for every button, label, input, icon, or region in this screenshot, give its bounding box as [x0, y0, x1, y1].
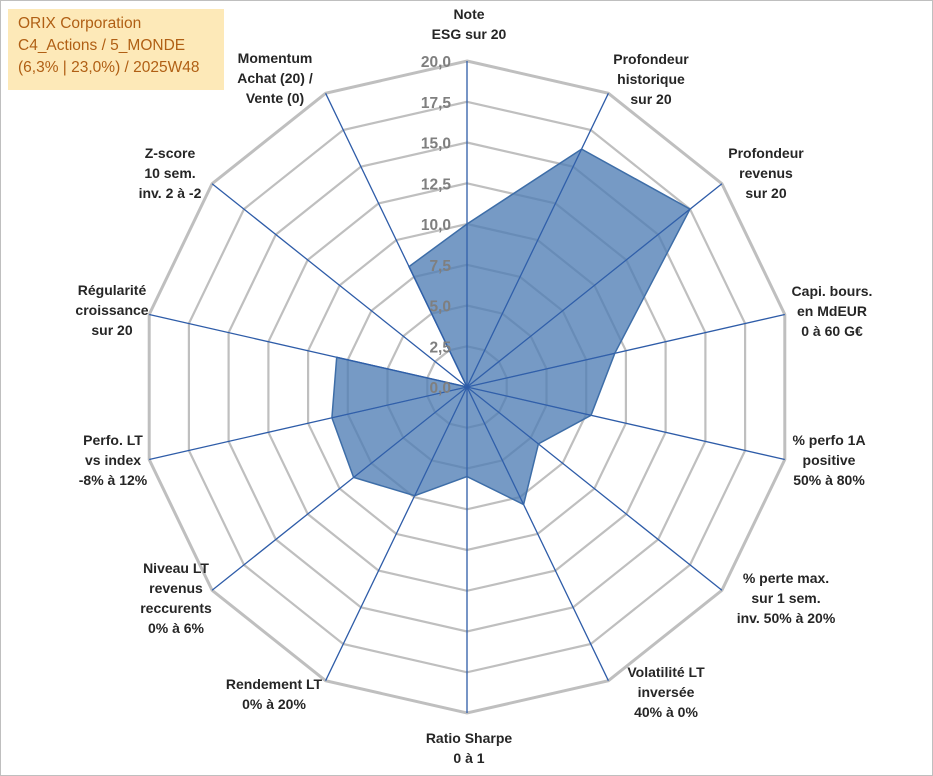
axis-label-line: 0% à 20%: [242, 696, 306, 712]
axis-label-line: Achat (20) /: [237, 70, 313, 86]
axis-label-line: % perte max.: [743, 570, 829, 586]
axis-label-line: sur 20: [91, 322, 132, 338]
axis-label-line: historique: [617, 71, 685, 87]
axis-label-line: 0 à 1: [453, 750, 484, 766]
axis-label-line: inversée: [638, 684, 695, 700]
axis-label: Profondeur historique sur 20: [613, 51, 689, 107]
axis-spoke: [211, 183, 468, 388]
tick-label: 5,0: [429, 299, 451, 316]
axis-label-line: sur 20: [630, 91, 671, 107]
axis-label: Niveau LT revenus reccurents 0% à 6%: [140, 560, 212, 636]
tick-label: 7,5: [429, 258, 451, 275]
axis-label-line: Note: [453, 6, 484, 22]
period-info: (6,3% | 23,0%) / 2025W48: [18, 59, 200, 76]
series-spoke: [466, 148, 583, 388]
axis-label-line: 50% à 80%: [793, 472, 865, 488]
axis-label-line: positive: [803, 452, 856, 468]
axis-label-line: sur 20: [745, 185, 786, 201]
axis-label-line: Perfo. LT: [83, 432, 143, 448]
tick-label: 2,5: [429, 339, 451, 356]
tick-label: 0,0: [429, 380, 451, 397]
axis-label: Capi. bours. en MdEUR 0 à 60 G€: [792, 283, 873, 339]
axis-label: Profondeur revenus sur 20: [728, 145, 804, 201]
axis-label-line: inv. 2 à -2: [139, 185, 202, 201]
axis-label: Note ESG sur 20: [432, 6, 507, 42]
axis-label-line: 0% à 6%: [148, 620, 205, 636]
axis-label-line: Volatilité LT: [627, 664, 705, 680]
axis-label-line: inv. 50% à 20%: [737, 610, 836, 626]
axis-label-line: 40% à 0%: [634, 704, 698, 720]
series-spoke: [408, 266, 468, 388]
axis-label-line: Capi. bours.: [792, 283, 873, 299]
portfolio-name: C4_Actions / 5_MONDE: [18, 37, 186, 54]
axis-label-line: Régularité: [78, 282, 147, 298]
axis-label-line: ESG sur 20: [432, 26, 507, 42]
axis-label-line: 0 à 60 G€: [801, 323, 863, 339]
axis-label: % perfo 1A positive 50% à 80%: [792, 432, 865, 488]
tick-label: 20,0: [421, 54, 451, 71]
axis-label-line: revenus: [739, 165, 793, 181]
series-spoke: [414, 386, 468, 496]
axis-label-line: Z-score: [145, 145, 196, 161]
axis-label-line: sur 1 sem.: [751, 590, 820, 606]
series-spoke: [331, 386, 468, 419]
axis-label: Ratio Sharpe 0 à 1: [426, 730, 513, 766]
series-spoke: [353, 386, 468, 478]
axis-label-line: -8% à 12%: [79, 472, 148, 488]
axis-label: Z-score 10 sem. inv. 2 à -2: [139, 145, 202, 201]
tick-label: 10,0: [421, 217, 451, 234]
company-name: ORIX Corporation: [18, 15, 142, 32]
series-spoke: [466, 386, 525, 505]
series-spoke: [336, 356, 468, 388]
series-spoke: [466, 352, 615, 388]
axis-labels: Note ESG sur 20 Profondeur historique sur 20…: [75, 6, 872, 766]
axis-label-line: vs index: [85, 452, 141, 468]
tick-label: 17,5: [421, 95, 452, 112]
axis-label-line: croissance: [75, 302, 148, 318]
axis-label: % perte max. sur 1 sem. inv. 50% à 20%: [737, 570, 836, 626]
series-spoke: [466, 386, 539, 445]
axis-label-line: Ratio Sharpe: [426, 730, 513, 746]
axis-label: Rendement LT 0% à 20%: [226, 676, 323, 712]
axis-label-line: en MdEUR: [797, 303, 867, 319]
axis-label: Régularité croissance sur 20: [75, 282, 148, 338]
radial-tick-labels: 0,0 2,5 5,0 7,5 10,0 12,5 15,0 17,5 20,0: [421, 54, 452, 397]
axis-label-line: Profondeur: [728, 145, 804, 161]
axis-label: Volatilité LT inversée 40% à 0%: [627, 664, 705, 720]
axis-label-line: Momentum: [238, 50, 313, 66]
axis-label-line: Profondeur: [613, 51, 689, 67]
series-spoke: [466, 208, 691, 388]
series-spoke: [466, 386, 592, 416]
axis-label-line: Niveau LT: [143, 560, 209, 576]
axis-label-line: reccurents: [140, 600, 212, 616]
axis-label: Perfo. LT vs index -8% à 12%: [79, 432, 148, 488]
axis-label-line: % perfo 1A: [792, 432, 865, 448]
data-series: [331, 148, 692, 506]
axis-label-line: Vente (0): [246, 90, 304, 106]
tick-label: 15,0: [421, 136, 451, 153]
tick-label: 12,5: [421, 176, 452, 193]
axis-label-line: revenus: [149, 580, 203, 596]
axis-label: Momentum Achat (20) / Vente (0): [237, 50, 313, 106]
axis-label-line: Rendement LT: [226, 676, 323, 692]
info-box: ORIX Corporation C4_Actions / 5_MONDE (6…: [8, 9, 224, 90]
axis-label-line: 10 sem.: [144, 165, 195, 181]
